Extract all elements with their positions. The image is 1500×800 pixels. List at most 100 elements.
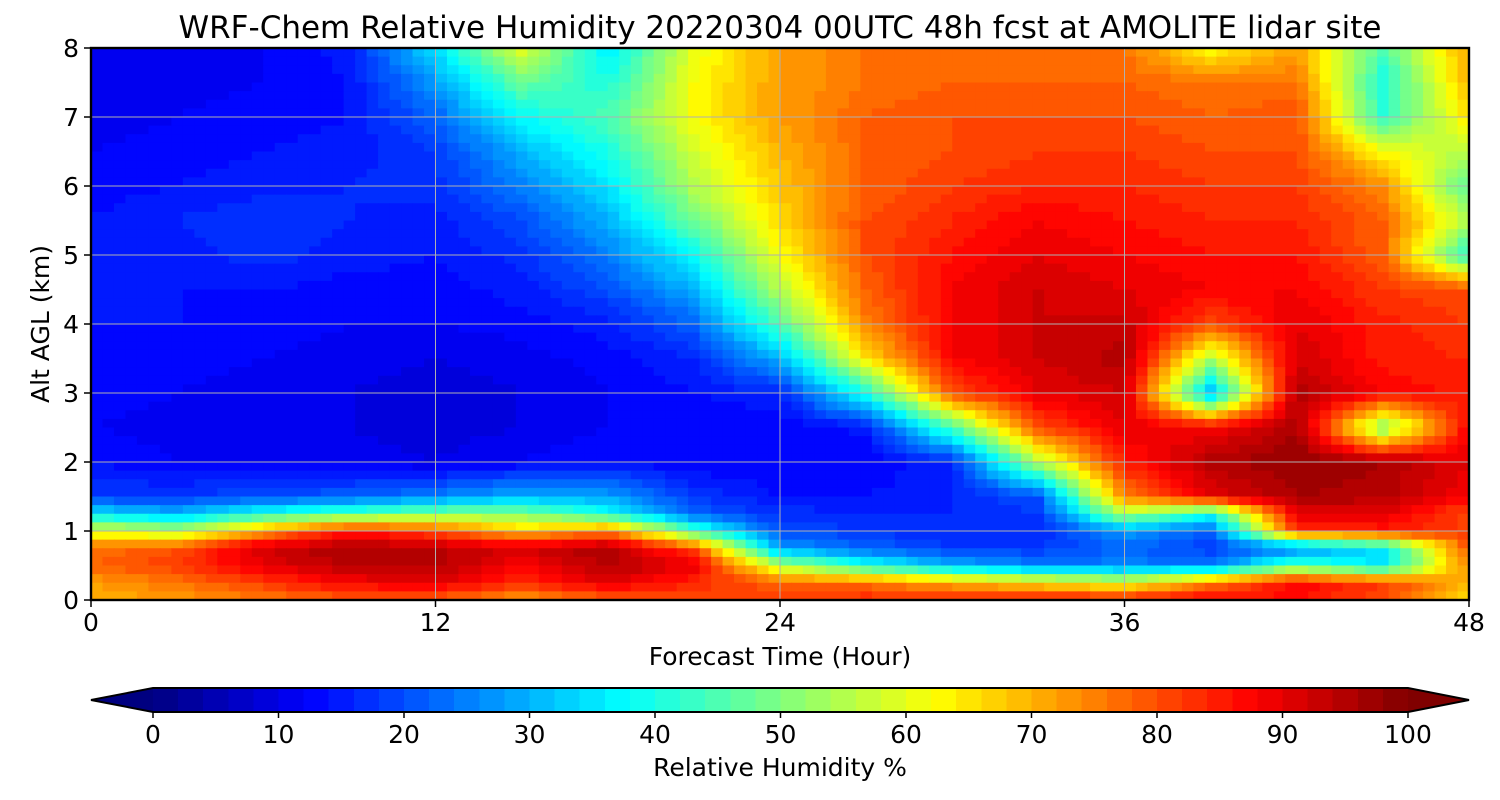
- rh-cell: [435, 324, 448, 334]
- rh-cell: [1377, 367, 1390, 377]
- rh-cell: [906, 393, 919, 403]
- rh-cell: [837, 48, 850, 58]
- rh-cell: [711, 211, 724, 222]
- rh-cell: [802, 280, 816, 291]
- rh-cell: [412, 229, 425, 239]
- rh-cell: [757, 229, 770, 239]
- rh-cell: [366, 280, 379, 291]
- rh-cell: [148, 186, 161, 196]
- rh-cell: [1331, 73, 1344, 84]
- rh-cell: [1204, 48, 1217, 58]
- rh-cell: [446, 82, 460, 92]
- rh-cell: [699, 280, 712, 291]
- rh-cell: [194, 306, 207, 316]
- rh-cell: [205, 186, 218, 196]
- rh-cell: [642, 168, 655, 178]
- rh-cell: [619, 401, 632, 411]
- rh-cell: [251, 255, 264, 265]
- rh-cell: [401, 246, 414, 256]
- rh-cell: [332, 315, 345, 325]
- rh-cell: [1090, 117, 1103, 127]
- rh-cell: [688, 332, 701, 342]
- rh-cell: [917, 211, 930, 222]
- rh-cell: [986, 91, 999, 101]
- rh-cell: [1216, 384, 1229, 394]
- rh-cell: [171, 229, 184, 239]
- rh-cell: [1181, 211, 1194, 222]
- rh-cell: [894, 375, 907, 385]
- rh-cell: [125, 349, 138, 360]
- rh-cell: [401, 142, 414, 153]
- rh-cell: [136, 315, 150, 325]
- rh-cell: [91, 142, 104, 153]
- rh-cell: [446, 255, 460, 265]
- rh-cell: [148, 151, 161, 161]
- rh-cell: [757, 48, 770, 58]
- rh-cell: [1377, 384, 1390, 394]
- rh-cell: [148, 48, 161, 58]
- rh-cell: [871, 341, 884, 351]
- rh-cell: [699, 73, 712, 84]
- rh-cell: [102, 255, 115, 265]
- rh-cell: [573, 142, 586, 153]
- rh-cell: [619, 263, 632, 273]
- rh-cell: [642, 73, 655, 84]
- rh-cell: [1331, 237, 1344, 247]
- rh-cell: [148, 393, 161, 403]
- rh-cell: [194, 263, 207, 273]
- rh-cell: [251, 289, 264, 299]
- rh-cell: [1446, 211, 1459, 222]
- rh-cell: [1021, 160, 1034, 170]
- rh-cell: [1158, 151, 1172, 161]
- rh-cell: [1457, 142, 1469, 153]
- rh-cell: [355, 349, 368, 360]
- rh-cell: [883, 358, 896, 368]
- rh-cell: [1227, 56, 1240, 66]
- rh-cell: [286, 341, 299, 351]
- rh-cell: [1067, 393, 1080, 403]
- rh-cell: [871, 229, 884, 239]
- rh-cell: [1319, 142, 1332, 153]
- rh-cell: [825, 324, 839, 334]
- rh-cell: [1181, 298, 1194, 308]
- rh-cell: [1101, 358, 1114, 368]
- rh-cell: [538, 272, 551, 282]
- rh-cell: [642, 160, 655, 170]
- rh-cell: [1285, 341, 1298, 351]
- rh-cell: [309, 393, 322, 403]
- rh-cell: [1262, 82, 1275, 92]
- rh-cell: [1216, 65, 1229, 75]
- rh-cell: [1262, 272, 1275, 282]
- rh-cell: [366, 393, 379, 403]
- rh-cell: [1411, 229, 1424, 239]
- rh-cell: [446, 108, 460, 118]
- rh-cell: [1446, 186, 1459, 196]
- rh-cell: [1319, 177, 1332, 187]
- rh-cell: [1457, 177, 1469, 187]
- rh-cell: [1250, 91, 1263, 101]
- rh-cell: [1078, 48, 1091, 58]
- rh-cell: [653, 298, 666, 308]
- rh-cell: [366, 229, 379, 239]
- rh-cell: [1078, 289, 1091, 299]
- rh-cell: [401, 108, 414, 118]
- rh-cell: [688, 82, 701, 92]
- rh-cell: [355, 56, 368, 66]
- rh-cell: [1434, 211, 1447, 222]
- rh-cell: [1365, 349, 1378, 360]
- rh-cell: [1423, 142, 1436, 153]
- rh-cell: [665, 341, 678, 351]
- rh-cell: [1457, 332, 1469, 342]
- rh-cell: [998, 73, 1011, 84]
- rh-cell: [1158, 186, 1172, 196]
- rh-cell: [1090, 211, 1103, 222]
- rh-cell: [860, 246, 873, 256]
- rh-cell: [1044, 220, 1057, 230]
- rh-cell: [446, 315, 460, 325]
- rh-cell: [148, 117, 161, 127]
- rh-cell: [401, 263, 414, 273]
- rh-cell: [1032, 117, 1045, 127]
- rh-cell: [274, 194, 287, 204]
- rh-cell: [837, 280, 850, 291]
- rh-cell: [1158, 194, 1172, 204]
